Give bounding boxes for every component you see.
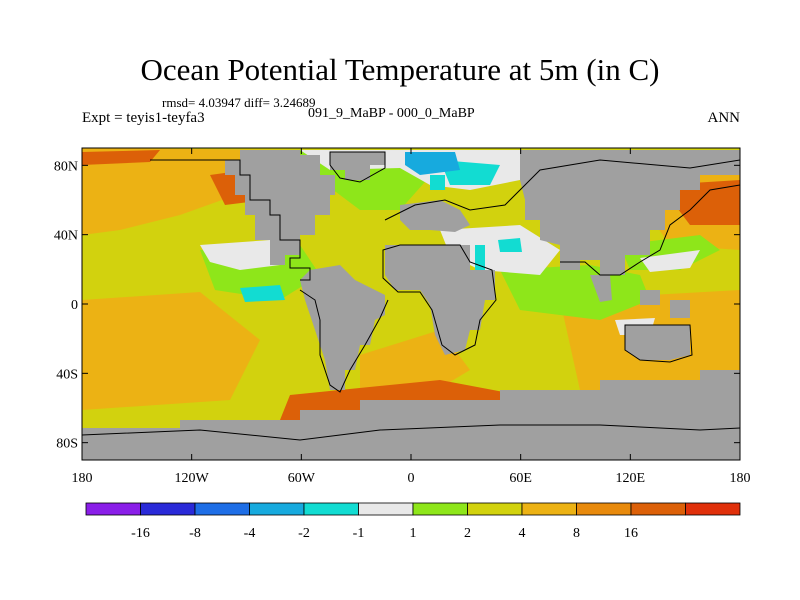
colorbar-label: 16 (624, 526, 638, 541)
temperature-band-cyan (475, 245, 485, 270)
temperature-band-lightblue (405, 152, 460, 175)
land-pacific-fragment (670, 300, 690, 318)
colorbar-swatch (685, 502, 741, 516)
colorbar-swatch (303, 502, 359, 516)
colorbar-swatch (467, 502, 523, 516)
coastline-asia-east (560, 184, 740, 276)
colorbar-swatch (194, 502, 250, 516)
lat-tick-label: 80N (54, 159, 78, 174)
temperature-band-darkorange (82, 150, 160, 165)
coastline-north-america (150, 159, 311, 281)
colorbar-swatch (85, 502, 141, 516)
colorbar-label: 4 (519, 526, 526, 541)
lon-tick-label: 180 (72, 471, 93, 486)
longitude-axis: 180 120W 60W 0 60E 120E 180 (72, 148, 751, 486)
temperature-band-green (500, 265, 650, 320)
lat-tick-label: 80S (56, 437, 78, 452)
temperature-band-white (640, 250, 700, 272)
land-pacific-fragment (640, 290, 660, 305)
coastline-eurasia (384, 159, 740, 221)
coastline-africa (382, 244, 497, 356)
land-australia (625, 325, 690, 360)
season-label: ANN (707, 110, 741, 126)
colorbar-swatch (576, 502, 632, 516)
land-southeast-asia (590, 275, 612, 302)
colorbar-swatch (521, 502, 577, 516)
coastline-south-america (299, 289, 389, 393)
temperature-band-orange (82, 292, 260, 410)
colorbar-swatch (140, 502, 196, 516)
plot-title: Ocean Potential Temperature at 5m (in C) (140, 52, 660, 87)
lon-tick-label: 120W (175, 471, 210, 486)
lon-tick-label: 60E (509, 471, 532, 486)
land-africa (385, 245, 495, 355)
lon-tick-label: 120E (616, 471, 646, 486)
temperature-band-cyan (240, 285, 285, 302)
colorbar-label: -1 (353, 526, 365, 541)
temperature-band-cyan (498, 238, 522, 252)
temperature-band-cyan (430, 175, 445, 190)
land-north-america (225, 150, 335, 265)
period-label: 091_9_MaBP - 000_0_MaBP (308, 106, 475, 121)
coastline-greenland (329, 151, 386, 183)
colorbar-label: -2 (298, 526, 310, 541)
latitude-axis: 80N 40N 0 40S 80S (54, 159, 740, 452)
lat-tick-label: 40N (54, 229, 78, 244)
colorbar-swatch (630, 502, 686, 516)
colorbar-label: 8 (573, 526, 580, 541)
lon-tick-label: 0 (408, 471, 415, 486)
lon-tick-label: 180 (730, 471, 751, 486)
land-masses (82, 150, 740, 460)
coastline-antarctica (82, 424, 740, 441)
lon-tick-label: 60W (288, 471, 316, 486)
land-europe (400, 200, 470, 232)
statistics-text: rmsd= 4.03947 diff= 3.24689 (162, 95, 316, 110)
lat-tick-label: 0 (71, 298, 78, 313)
temperature-band-white (200, 240, 280, 270)
land-eurasia (520, 150, 740, 275)
coastlines (82, 151, 740, 441)
colorbar-swatch (412, 502, 468, 516)
experiment-label: Expt = teyis1-teyfa3 (82, 110, 205, 126)
colorbar-label: -16 (131, 526, 150, 541)
colorbar-swatch (358, 502, 414, 516)
coastline-australia (624, 324, 693, 363)
colorbar-label: -8 (189, 526, 201, 541)
colorbar-label: 1 (410, 526, 417, 541)
lat-tick-label: 40S (56, 367, 78, 382)
colorbar-label: 2 (464, 526, 471, 541)
land-greenland (330, 152, 385, 180)
color-scale: -16 -8 -4 -2 -1 1 2 4 8 16 (85, 502, 741, 541)
colorbar-label: -4 (244, 526, 256, 541)
land-south-america (300, 265, 385, 390)
colorbar-swatch (249, 502, 305, 516)
land-antarctica (82, 370, 740, 460)
